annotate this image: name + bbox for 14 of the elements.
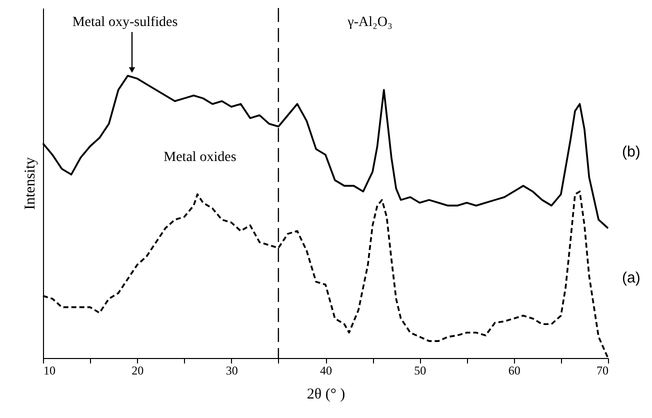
y-axis-title: Intensity: [22, 156, 38, 210]
text: γ-Al₂O₃: [346, 15, 392, 30]
text: Metal oxy-sulfides: [72, 15, 178, 30]
x-tick-label: 20: [132, 364, 144, 378]
x-tick-label: 60: [508, 364, 520, 378]
x-tick-label: 70: [596, 364, 608, 378]
x-tick-label: 40: [320, 364, 332, 378]
annotation: Metal oxides: [164, 150, 236, 165]
x-tick-label: 50: [414, 364, 426, 378]
x-tick-label: 10: [44, 364, 56, 378]
x-axis-title: 2θ (° ): [306, 386, 346, 402]
text: (b): [622, 144, 640, 161]
text: (a): [622, 269, 640, 286]
x-tick-label: 30: [226, 364, 238, 378]
